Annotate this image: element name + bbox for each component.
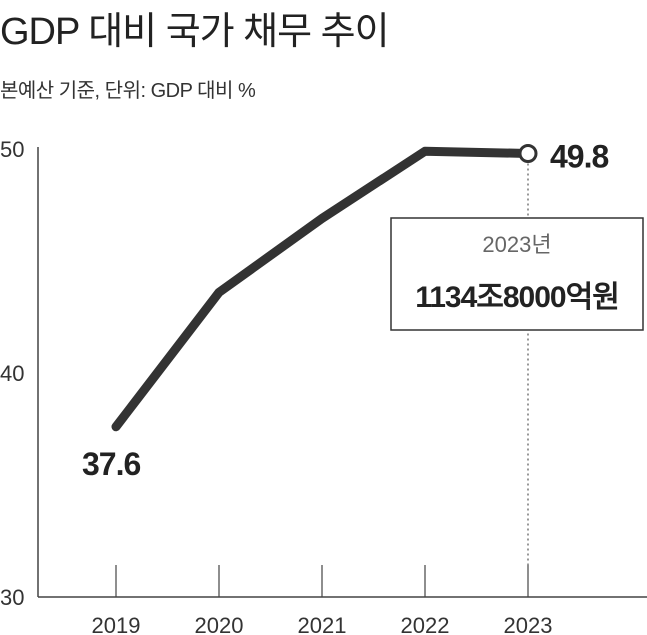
series-line — [111, 146, 533, 432]
x-tick-label: 2022 — [401, 613, 450, 635]
y-tick-label: 50 — [0, 137, 24, 162]
end-point-marker — [518, 143, 538, 163]
chart-subtitle: 본예산 기준, 단위: GDP 대비 % — [0, 80, 256, 102]
chart-title: GDP 대비 국가 채무 추이 — [0, 11, 390, 53]
data-label-first: 37.6 — [82, 446, 140, 482]
y-tick-label: 30 — [0, 585, 24, 610]
annotation-amount: 1134조8000억원 — [415, 281, 619, 314]
x-tick-label: 2020 — [195, 613, 244, 635]
x-tick-label: 2023 — [504, 613, 553, 635]
annotation-year: 2023년 — [482, 232, 551, 257]
x-tick-label: 2021 — [298, 613, 347, 635]
annotation-box — [390, 217, 644, 331]
x-tick-label: 2019 — [92, 613, 141, 635]
data-label-last: 49.8 — [550, 138, 608, 174]
y-tick-label: 40 — [0, 361, 24, 386]
